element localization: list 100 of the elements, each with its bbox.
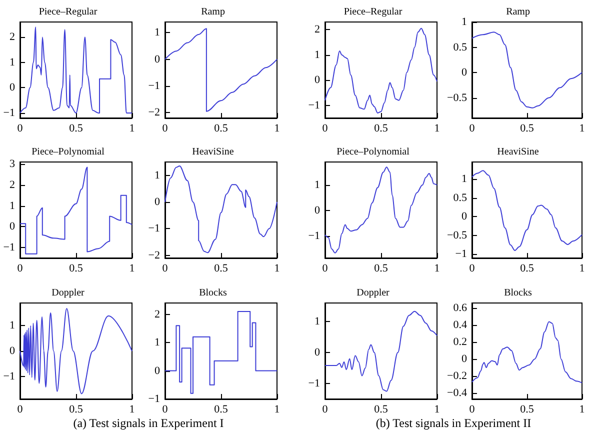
y-tick-label: 0	[314, 204, 320, 217]
line-series	[20, 308, 132, 394]
y-tick-label: 0	[461, 353, 468, 366]
x-tick-label: 1	[274, 404, 280, 416]
y-tick-label: 1	[154, 26, 160, 39]
line-series	[471, 170, 582, 251]
y-tick-label: −1	[148, 80, 160, 92]
y-tick-label: 0.2	[453, 336, 467, 348]
x-tick-label: 1	[129, 404, 135, 416]
y-tick-label: 0	[10, 82, 16, 94]
x-tick-label: 0.5	[374, 262, 388, 274]
line-series	[324, 310, 438, 392]
x-tick-label: 0	[162, 404, 168, 416]
line-series	[324, 166, 438, 254]
text: (a) Test signals in Experiment I	[72, 416, 225, 431]
y-tick-label: 1	[10, 56, 15, 68]
line-series	[324, 28, 438, 114]
y-tick-label: −2	[148, 249, 160, 262]
chart-title: HeaviSine	[192, 146, 234, 158]
y-tick-label: 1	[10, 320, 15, 332]
x-tick-label: 1	[434, 122, 440, 134]
chart-title: Doppler	[52, 288, 86, 298]
line-series	[20, 26, 132, 114]
x-tick-label: 0.5	[214, 122, 228, 134]
y-tick-label: 0	[10, 220, 16, 233]
x-tick-label: 1	[434, 262, 440, 274]
y-tick-label: 1	[314, 48, 320, 61]
chart-title: Blocks	[199, 288, 227, 298]
y-tick-label: 2	[314, 24, 320, 36]
y-tick-label: 1	[154, 169, 160, 182]
x-tick-label: 0	[17, 404, 24, 416]
line-series	[471, 321, 582, 384]
y-tick-label: 0	[461, 66, 468, 79]
x-tick-label: 0	[322, 122, 328, 134]
x-tick-label: 0.5	[69, 122, 84, 134]
y-tick-label: 0.5	[453, 192, 468, 204]
chart-title: Ramp	[506, 6, 530, 18]
text: (b) Test signals in Experiment II	[374, 416, 532, 431]
y-tick-label: 2	[154, 308, 160, 320]
x-tick-label: 1	[129, 122, 135, 134]
y-tick-label: 0	[314, 74, 320, 86]
chart-title: Piece–Polynomial	[336, 146, 410, 158]
y-tick-label: 2	[10, 178, 15, 191]
y-tick-label: −1	[148, 222, 160, 235]
x-tick-label: 1	[274, 122, 280, 134]
x-tick-label: 0.5	[69, 262, 84, 274]
x-tick-label: 0	[469, 404, 476, 416]
y-tick-label: 0	[10, 345, 16, 357]
x-tick-label: 0.5	[214, 262, 228, 274]
y-tick-label: −1	[455, 248, 467, 260]
line-series	[471, 32, 582, 108]
y-tick-label: 0	[154, 196, 160, 208]
y-tick-label: −1	[3, 370, 15, 382]
chart-title: Piece–Regular	[344, 6, 403, 18]
y-tick-label: −0.4	[446, 387, 468, 400]
x-tick-label: 0	[322, 404, 328, 416]
y-tick-label: 1	[461, 16, 467, 28]
y-tick-label: 1	[314, 316, 320, 328]
x-tick-label: 0	[17, 262, 24, 274]
x-tick-label: 1	[579, 404, 585, 416]
chart-title: Piece–Polynomial	[32, 146, 105, 158]
x-tick-label: 0	[469, 262, 476, 274]
x-tick-label: 1	[129, 262, 135, 274]
x-tick-label: 1	[434, 404, 440, 416]
x-tick-label: 0.5	[520, 122, 534, 134]
x-tick-label: 0.5	[520, 404, 534, 416]
x-tick-label: 0.5	[69, 404, 84, 416]
chart-title: Blocks	[504, 288, 532, 298]
x-tick-label: 0	[17, 122, 24, 134]
y-tick-label: −2	[148, 106, 160, 119]
y-tick-label: 0	[461, 210, 468, 223]
x-tick-label: 0	[469, 122, 476, 134]
chart-title: HeaviSine	[497, 146, 540, 158]
x-tick-label: 1	[579, 122, 585, 134]
chart-title: Piece–Regular	[38, 6, 98, 18]
y-tick-label: −1	[148, 393, 160, 405]
chart-title: Ramp	[201, 6, 225, 18]
line-series	[164, 28, 278, 112]
y-tick-label: −0.5	[446, 229, 468, 242]
y-tick-label: 0.5	[453, 41, 468, 54]
line-series	[164, 166, 278, 254]
y-tick-label: −0.5	[446, 92, 468, 104]
y-tick-label: 0	[154, 53, 160, 66]
y-tick-label: 0.6	[453, 302, 468, 314]
y-tick-label: −1	[3, 106, 15, 119]
x-tick-label: 1	[579, 262, 585, 274]
y-tick-label: 0	[154, 364, 160, 377]
y-tick-label: 0	[314, 346, 320, 359]
chart-title: Doppler	[356, 288, 390, 298]
line-series	[164, 310, 278, 394]
y-tick-label: −1	[308, 99, 320, 112]
x-tick-label: 0.5	[374, 122, 388, 134]
x-tick-label: 0.5	[374, 404, 388, 416]
x-tick-label: 0	[162, 262, 168, 274]
y-tick-label: 0.4	[453, 319, 468, 332]
x-tick-label: 1	[274, 262, 280, 274]
y-tick-label: 1	[461, 172, 467, 185]
y-tick-label: 1	[154, 336, 160, 349]
y-tick-label: 2	[10, 31, 15, 44]
x-tick-label: 0	[322, 262, 328, 274]
